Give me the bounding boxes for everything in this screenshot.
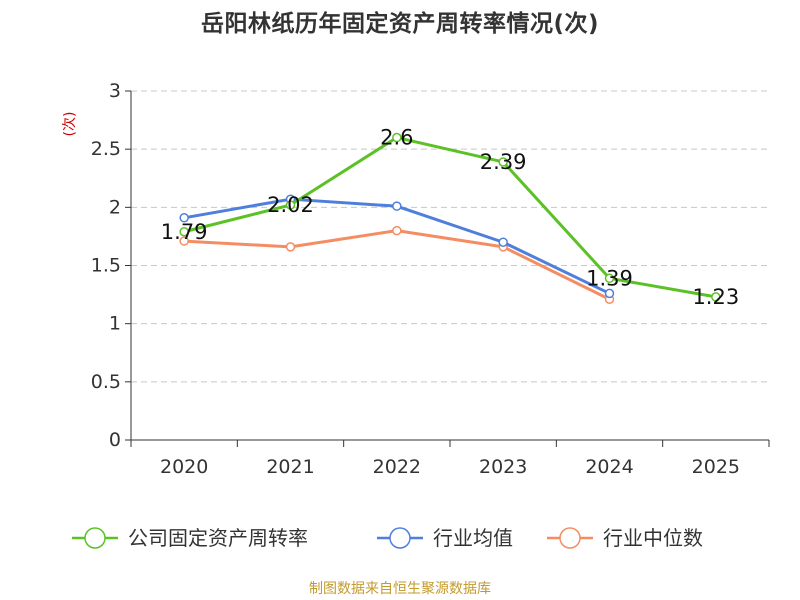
x-tick-label: 2024	[585, 456, 633, 478]
data-label: 2.39	[480, 150, 527, 174]
data-point	[392, 225, 402, 236]
x-tick-label: 2023	[479, 456, 527, 478]
series-line	[183, 136, 717, 299]
y-tick-label: 0.5	[91, 371, 121, 393]
data-point	[285, 242, 296, 252]
data-point	[179, 213, 189, 223]
data-point	[285, 200, 296, 210]
axes: 0 0.5 1 1.5 2 2.5 3 2020 2021 2022 2023 2024 2025	[91, 80, 770, 478]
data-point	[498, 237, 508, 247]
legend-label: 公司固定资产周转率	[128, 526, 308, 550]
data-point	[392, 132, 402, 143]
chart-title: 岳阳林纸历年固定资产周转率情况(次)	[200, 11, 600, 37]
y-axis-label: (次)	[62, 112, 78, 137]
data-point	[179, 236, 189, 246]
data-point	[711, 292, 721, 302]
data-point	[604, 288, 615, 299]
legend-swatch-marker	[559, 527, 581, 549]
data-point	[604, 273, 615, 284]
series-lines	[179, 132, 721, 304]
x-tick-label: 2020	[160, 456, 208, 478]
data-labels: 1.79 2.02 2.6 2.39 1.39 1.23	[161, 126, 739, 309]
y-tick-label: 3	[109, 80, 121, 102]
grid-lines	[131, 90, 769, 383]
x-tick-label: 2022	[373, 456, 421, 478]
data-point	[498, 157, 508, 167]
x-tick-label: 2025	[692, 456, 740, 478]
series-line	[184, 229, 611, 301]
data-point	[392, 201, 402, 211]
data-label: 2.02	[267, 193, 314, 217]
data-label: 1.39	[586, 266, 633, 290]
y-tick-label: 1	[109, 313, 121, 335]
y-tick-label: 1.5	[91, 255, 121, 277]
data-label: 1.79	[161, 220, 208, 244]
y-tick-label: 2.5	[91, 138, 121, 160]
data-label: 2.6	[380, 126, 413, 150]
legend-label: 行业中位数	[603, 526, 703, 550]
legend-swatch-marker	[84, 527, 106, 549]
legend-swatch-marker	[389, 527, 411, 549]
y-tick-label: 2	[109, 196, 121, 218]
source-note: 制图数据来自恒生聚源数据库	[309, 581, 491, 597]
data-point	[179, 227, 189, 237]
data-label: 1.23	[692, 285, 739, 309]
y-tick-label: 0	[109, 429, 121, 451]
legend-label: 行业均值	[433, 526, 513, 550]
legend: 公司固定资产周转率 行业均值 行业中位数	[72, 526, 703, 550]
series-line	[183, 197, 611, 295]
x-tick-label: 2021	[266, 456, 314, 478]
